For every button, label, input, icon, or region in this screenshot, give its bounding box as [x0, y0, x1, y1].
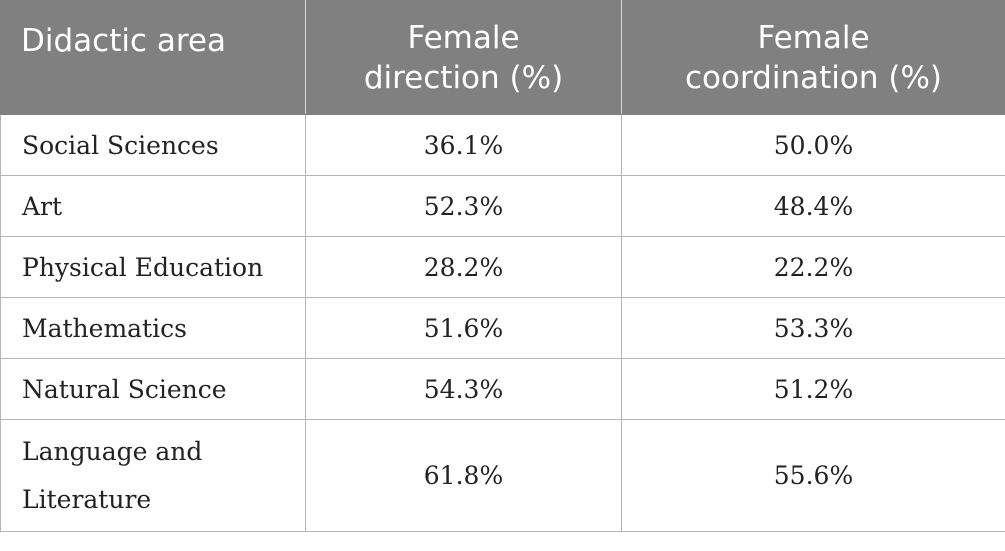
row-coordination-value: 50.0% [621, 114, 1005, 176]
data-table-container: Didactic area Female direction (%) Femal… [0, 0, 1005, 532]
header-didactic-area: Didactic area [0, 0, 306, 115]
table-row: Natural Science 54.3% 51.2% [0, 358, 1005, 420]
row-area: Social Sciences [0, 114, 306, 176]
didactic-area-table: Didactic area Female direction (%) Femal… [0, 0, 1005, 532]
header-female-coordination-line1: Female [757, 19, 870, 56]
row-direction-value: 61.8% [305, 419, 622, 532]
table-row: Physical Education 28.2% 22.2% [0, 236, 1005, 298]
table-body: Social Sciences 36.1% 50.0% Art 52.3% 48… [0, 114, 1005, 532]
header-female-direction-line2: direction (%) [363, 59, 564, 96]
row-area: Language and Literature [0, 419, 306, 532]
table-row: Art 52.3% 48.4% [0, 175, 1005, 237]
header-female-coordination-line2: coordination (%) [685, 59, 942, 96]
row-coordination-value: 51.2% [621, 358, 1005, 420]
table-header: Didactic area Female direction (%) Femal… [0, 0, 1005, 115]
row-coordination-value: 22.2% [621, 236, 1005, 298]
row-direction-value: 54.3% [305, 358, 622, 420]
row-area: Natural Science [0, 358, 306, 420]
row-area: Physical Education [0, 236, 306, 298]
table-row: Social Sciences 36.1% 50.0% [0, 114, 1005, 176]
row-direction-value: 36.1% [305, 114, 622, 176]
row-coordination-value: 48.4% [621, 175, 1005, 237]
row-coordination-value: 53.3% [621, 297, 1005, 359]
row-area: Art [0, 175, 306, 237]
header-female-coordination: Female coordination (%) [621, 0, 1005, 115]
header-row: Didactic area Female direction (%) Femal… [0, 0, 1005, 115]
row-direction-value: 28.2% [305, 236, 622, 298]
row-direction-value: 51.6% [305, 297, 622, 359]
header-female-direction: Female direction (%) [305, 0, 622, 115]
table-row: Mathematics 51.6% 53.3% [0, 297, 1005, 359]
table-row: Language and Literature 61.8% 55.6% [0, 419, 1005, 532]
row-area: Mathematics [0, 297, 306, 359]
row-coordination-value: 55.6% [621, 419, 1005, 532]
header-female-direction-line1: Female [407, 19, 520, 56]
row-direction-value: 52.3% [305, 175, 622, 237]
row-area-line1: Language and [22, 436, 203, 466]
row-area-line2: Literature [22, 484, 152, 514]
